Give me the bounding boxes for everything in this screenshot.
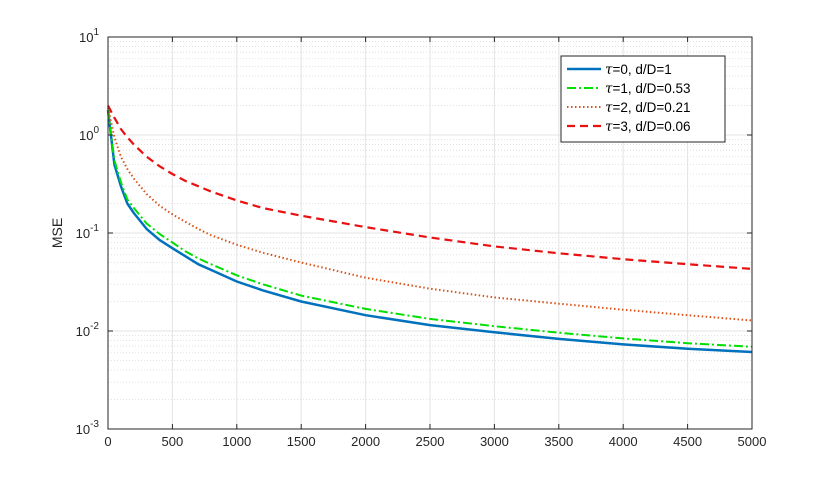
y-tick-label: 101: [79, 27, 99, 45]
y-tick-label: 10-3: [76, 419, 100, 437]
series-line-2: [107, 107, 753, 322]
y-tick-labels: 10-3 10-2 10-1 100 101: [76, 27, 100, 437]
series-line-3: [107, 104, 753, 270]
x-tick-label: 4500: [673, 434, 702, 449]
x-tick-label: 2000: [351, 434, 380, 449]
y-tick-label: 10-1: [76, 223, 100, 241]
x-tick-label: 3000: [480, 434, 509, 449]
y-tick-label: 10-2: [76, 321, 100, 339]
legend-label-3: τ=3, d/D=0.06: [605, 119, 691, 135]
x-tick-label: 4000: [609, 434, 638, 449]
legend-label-2: τ=2, d/D=0.21: [605, 100, 691, 116]
x-tick-label: 1000: [222, 434, 251, 449]
series-line-1: [107, 109, 753, 348]
x-tick-label: 500: [162, 434, 184, 449]
plot-lines: [106, 104, 753, 354]
legend: τ=0, d/D=1 τ=1, d/D=0.53 τ=2, d/D=0.21 τ=3,…: [560, 55, 726, 143]
x-tick-label: 1500: [287, 434, 316, 449]
legend-box: [560, 55, 726, 143]
y-axis-label: MSE: [49, 218, 65, 248]
x-tick-label: 2500: [416, 434, 445, 449]
y-tick-label: 100: [79, 125, 99, 143]
x-tick-label: 0: [104, 434, 111, 449]
legend-label-1: τ=1, d/D=0.53: [605, 81, 691, 97]
series-line-0: [106, 109, 753, 354]
x-tick-labels: 0 500 1000 1500 2000 2500 3000 3500 4000 4500 5000: [104, 434, 766, 449]
x-tick-label: 3500: [544, 434, 573, 449]
axis-ticks: [107, 36, 753, 430]
legend-label-0: τ=0, d/D=1: [605, 62, 672, 78]
x-tick-label: 5000: [738, 434, 767, 449]
